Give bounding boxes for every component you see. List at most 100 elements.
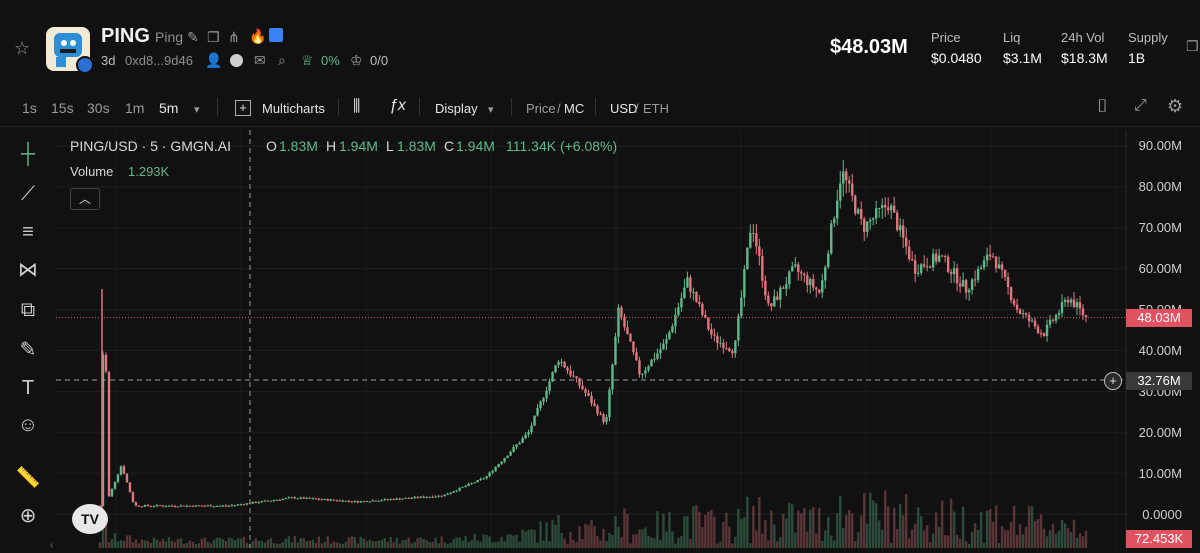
brush-icon[interactable]: ✎ <box>19 339 37 361</box>
interval-1s[interactable]: 1s <box>22 100 37 116</box>
volume-bar <box>713 516 716 548</box>
candle <box>1021 313 1025 315</box>
fib-icon[interactable]: ≡ <box>22 221 34 243</box>
candle <box>644 370 647 374</box>
candle <box>446 493 449 495</box>
multicharts-button[interactable]: Multicharts <box>262 101 325 116</box>
volume-bar <box>704 514 707 548</box>
candles-icon[interactable]: ⫼ <box>353 98 361 115</box>
volume-bar <box>866 523 869 548</box>
eth-toggle[interactable]: ETH <box>643 101 669 116</box>
candle <box>359 501 362 503</box>
volume-bar <box>206 541 210 548</box>
camera-icon[interactable]: ⌷ <box>1097 96 1108 116</box>
candle <box>800 272 803 274</box>
candle <box>614 336 617 365</box>
user-icon[interactable]: 👤 <box>205 52 223 68</box>
search-icon[interactable]: ⌕ <box>278 52 286 68</box>
candle <box>548 381 551 391</box>
candle <box>494 467 497 472</box>
chevron-down-icon[interactable]: ▾ <box>194 104 200 116</box>
chevron-down-icon[interactable]: ▾ <box>488 104 494 116</box>
candle <box>554 365 557 373</box>
divider <box>419 98 420 116</box>
pattern-icon[interactable]: ⋈ <box>18 259 38 281</box>
candle <box>380 500 383 502</box>
volume-bar <box>572 539 575 548</box>
volume-bar <box>1075 537 1079 548</box>
circle-icon[interactable] <box>230 54 243 67</box>
candle <box>101 354 105 506</box>
candle <box>937 255 941 262</box>
volume-bar <box>800 513 803 548</box>
volume-bar <box>650 537 653 548</box>
volume-bar <box>764 520 767 548</box>
volume-bar <box>326 536 329 548</box>
candle <box>785 284 788 289</box>
settings-icon[interactable]: ⚙ <box>1167 96 1184 116</box>
token-avatar <box>46 27 90 71</box>
interval-15s[interactable]: 15s <box>51 100 74 116</box>
interval-30s[interactable]: 30s <box>87 100 110 116</box>
add-alert-icon[interactable]: + <box>1104 372 1122 390</box>
interval-5m[interactable]: 5m <box>159 100 179 116</box>
volume-bar <box>1030 506 1034 548</box>
display-button[interactable]: Display <box>435 101 478 116</box>
volume-bar <box>596 536 599 548</box>
candle <box>988 254 992 257</box>
usd-toggle[interactable]: USD <box>610 101 638 116</box>
indicators-icon[interactable]: ƒx <box>389 97 406 114</box>
volume-bar <box>818 507 821 548</box>
telegram-icon[interactable] <box>269 28 283 42</box>
fullscreen-icon[interactable]: ⤢ <box>1134 97 1147 114</box>
volume-bar <box>860 515 863 548</box>
chevron-up-icon[interactable]: ︿ <box>70 188 100 210</box>
volume-bar <box>686 516 689 548</box>
copy-icon[interactable]: ❐ <box>1186 38 1199 54</box>
candle <box>656 353 659 359</box>
volume-bar <box>740 518 743 548</box>
crosshair-icon[interactable]: ┼ <box>20 143 36 165</box>
price-toggle[interactable]: Price <box>526 101 556 116</box>
tradingview-logo-icon[interactable]: TV <box>72 504 108 534</box>
candle <box>350 501 353 503</box>
ruler-icon[interactable]: 📏 <box>15 467 41 489</box>
volume-bar <box>341 543 344 548</box>
volume-bar <box>182 543 186 548</box>
notes-icon[interactable]: ✉ <box>254 52 266 68</box>
volume-bar <box>782 513 785 548</box>
chart-canvas[interactable] <box>56 130 1200 548</box>
candle <box>943 256 947 258</box>
volume-bar <box>803 508 806 548</box>
edit-icon[interactable]: ✎ <box>187 29 199 45</box>
plus-icon[interactable]: + <box>235 100 251 116</box>
candle <box>581 385 584 390</box>
trendline-icon[interactable]: ⟋ <box>21 183 35 205</box>
collapse-left-icon[interactable]: ‹ <box>50 540 54 551</box>
candle <box>227 505 231 507</box>
copy-icon[interactable]: ❐ <box>207 29 220 45</box>
candle <box>635 352 638 361</box>
token-address[interactable]: 0xd8...9d46 <box>125 53 193 68</box>
emoji-icon[interactable]: ☺ <box>17 414 39 436</box>
legend-l-label: L <box>386 138 394 154</box>
candle <box>1069 299 1073 303</box>
volume-bar <box>788 502 791 548</box>
projection-icon[interactable]: ⧉ <box>20 299 36 321</box>
candle <box>332 499 335 501</box>
interval-1m[interactable]: 1m <box>125 100 145 116</box>
y-tick: 20.00M <box>1138 425 1182 440</box>
candle <box>671 326 674 332</box>
candle <box>922 264 926 267</box>
mc-toggle[interactable]: MC <box>564 101 585 116</box>
candle <box>863 218 866 232</box>
volume-bar <box>155 539 159 548</box>
star-icon[interactable]: ☆ <box>14 38 31 58</box>
zoom-in-icon[interactable]: ⊕ <box>19 505 37 527</box>
y-tick: 80.00M <box>1138 179 1182 194</box>
share-icon[interactable]: ⋔ <box>228 29 240 45</box>
price-chart[interactable]: PING/USD · 5 · GMGN.AI O 1.83M H 1.94M L… <box>56 130 1200 548</box>
ratio-value: 0/0 <box>370 53 389 68</box>
volume-bar <box>296 542 299 548</box>
text-icon[interactable]: T <box>21 377 35 399</box>
